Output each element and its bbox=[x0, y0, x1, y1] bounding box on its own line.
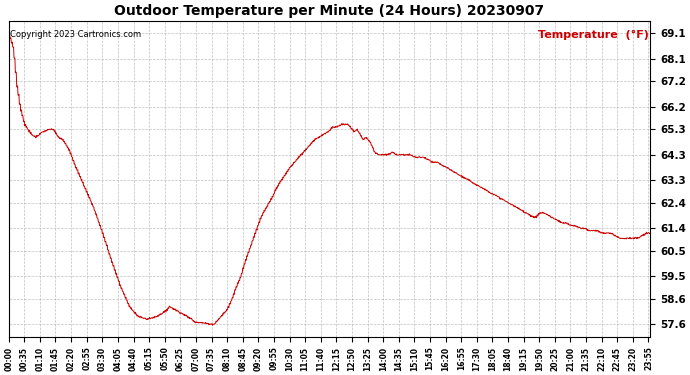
Text: Temperature  (°F): Temperature (°F) bbox=[538, 30, 649, 40]
Title: Outdoor Temperature per Minute (24 Hours) 20230907: Outdoor Temperature per Minute (24 Hours… bbox=[115, 4, 544, 18]
Text: Copyright 2023 Cartronics.com: Copyright 2023 Cartronics.com bbox=[10, 30, 141, 39]
